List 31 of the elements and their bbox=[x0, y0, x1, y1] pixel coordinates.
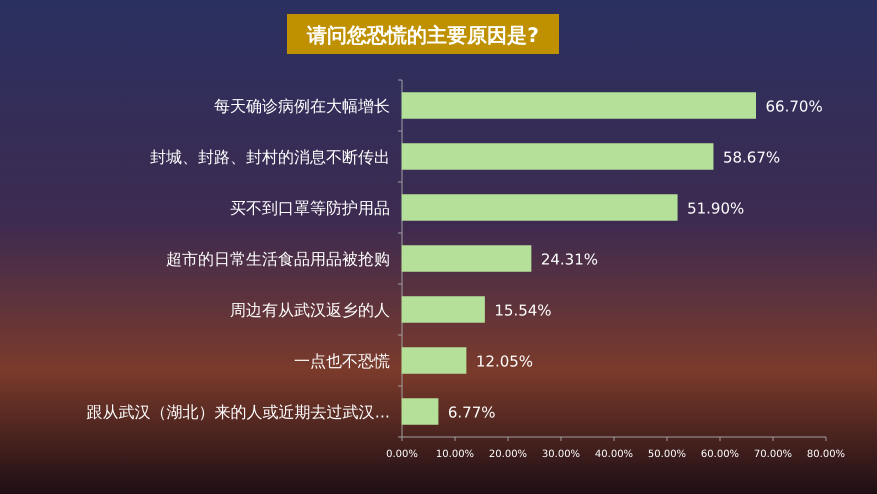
x-tick-label: 30.00% bbox=[542, 449, 580, 460]
data-label: 12.05% bbox=[476, 352, 534, 370]
data-label: 51.90% bbox=[687, 200, 744, 218]
bar bbox=[402, 296, 485, 323]
data-label: 58.67% bbox=[722, 148, 780, 166]
x-tick-label: 40.00% bbox=[594, 449, 634, 460]
y-tick-label: 买不到口罩等防护用品 bbox=[230, 198, 390, 218]
x-tick-label: 0.00% bbox=[386, 449, 418, 460]
bar bbox=[402, 398, 438, 425]
x-tick-label: 10.00% bbox=[436, 449, 474, 460]
data-label: 6.77% bbox=[448, 404, 496, 422]
x-tick-label: 50.00% bbox=[648, 449, 686, 460]
y-tick-label: 每天确诊病例在大幅增长 bbox=[214, 96, 390, 116]
bar bbox=[402, 92, 756, 119]
x-tick-label: 80.00% bbox=[806, 449, 846, 460]
chart-title: 请问您恐慌的主要原因是? bbox=[306, 23, 539, 47]
x-tick-label: 60.00% bbox=[700, 449, 740, 460]
bar bbox=[402, 245, 532, 272]
x-tick-label: 20.00% bbox=[488, 449, 528, 460]
y-tick-label: 封城、封路、封村的消息不断传出 bbox=[150, 148, 390, 166]
bar bbox=[402, 143, 714, 170]
y-tick-label: 超市的日常生活食品用品被抢购 bbox=[166, 250, 390, 268]
y-tick-label: 一点也不恐慌 bbox=[294, 352, 390, 370]
y-tick-label: 周边有从武汉返乡的人 bbox=[230, 300, 390, 320]
bar bbox=[402, 347, 466, 374]
bar bbox=[402, 194, 678, 221]
data-label: 15.54% bbox=[494, 302, 552, 320]
data-label: 66.70% bbox=[766, 98, 823, 116]
data-label: 24.31% bbox=[540, 250, 598, 268]
x-tick-label: 70.00% bbox=[754, 449, 792, 460]
y-tick-label: 跟从武汉（湖北）来的人或近期去过武汉... bbox=[86, 402, 390, 422]
